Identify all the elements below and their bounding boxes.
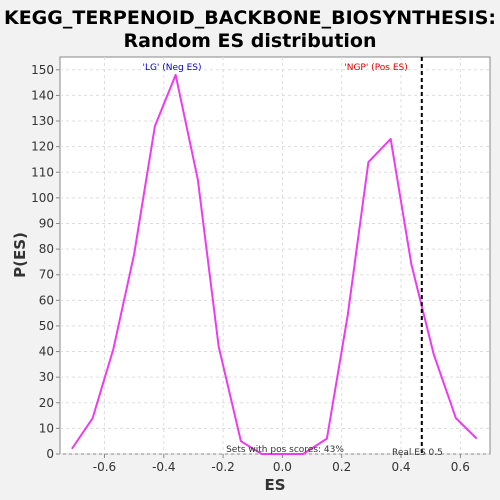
pos-es-annotation: 'NGP' (Pos ES) bbox=[344, 63, 408, 73]
x-tick-label: 0.4 bbox=[391, 460, 410, 474]
y-tick-label: 70 bbox=[39, 268, 54, 282]
y-tick-label: 0 bbox=[46, 447, 54, 461]
y-tick-label: 60 bbox=[39, 293, 54, 307]
x-tick-label: 0.0 bbox=[273, 460, 292, 474]
y-tick-label: 20 bbox=[39, 396, 54, 410]
chart-title: KEGG_TERPENOID_BACKBONE_BIOSYNTHESIS: bbox=[4, 7, 496, 29]
y-tick-label: 50 bbox=[39, 319, 54, 333]
x-tick-label: -0.4 bbox=[152, 460, 175, 474]
y-axis-ticks: 0 10 20 30 40 50 60 70 80 90 100 110 120 130 140 150 bbox=[31, 63, 60, 461]
y-tick-label: 100 bbox=[31, 191, 54, 205]
plot-area bbox=[59, 56, 491, 455]
y-tick-label: 110 bbox=[31, 165, 54, 179]
y-tick-label: 80 bbox=[39, 242, 54, 256]
x-axis-label: ES bbox=[264, 476, 285, 494]
y-tick-label: 40 bbox=[39, 345, 54, 359]
series-line bbox=[71, 73, 478, 455]
y-axis-label: P(ES) bbox=[11, 232, 29, 278]
x-tick-label: -0.2 bbox=[211, 460, 234, 474]
real-es-annotation: Real ES 0.5 bbox=[392, 448, 443, 458]
y-tick-label: 140 bbox=[31, 88, 54, 102]
y-tick-label: 30 bbox=[39, 370, 54, 384]
x-axis-ticks: -0.6 -0.4 -0.2 0.0 0.2 0.4 0.6 bbox=[93, 454, 470, 474]
neg-es-annotation: 'LG' (Neg ES) bbox=[142, 63, 201, 73]
y-tick-label: 120 bbox=[31, 140, 54, 154]
gridlines bbox=[60, 57, 490, 455]
x-tick-label: -0.6 bbox=[93, 460, 116, 474]
pos-scores-annotation: Sets with pos scores: 43% bbox=[226, 445, 344, 455]
y-tick-label: 10 bbox=[39, 421, 54, 435]
y-tick-label: 150 bbox=[31, 63, 54, 77]
x-tick-label: 0.6 bbox=[451, 460, 470, 474]
y-tick-label: 130 bbox=[31, 114, 54, 128]
x-tick-label: 0.2 bbox=[332, 460, 351, 474]
y-tick-label: 90 bbox=[39, 216, 54, 230]
chart-subtitle: Random ES distribution bbox=[123, 30, 376, 52]
